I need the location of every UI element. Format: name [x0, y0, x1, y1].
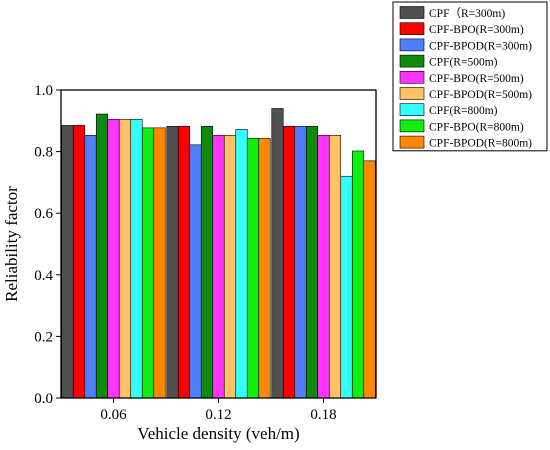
- legend-label: CPF-BPOD(R=800m): [429, 138, 532, 150]
- bar-2-2: [294, 126, 307, 399]
- bar-5-0: [118, 118, 132, 399]
- bar-6-1: [235, 129, 248, 399]
- bar-5-2: [328, 134, 342, 399]
- bar-7-1: [246, 138, 260, 399]
- bar-6-0: [130, 118, 143, 399]
- bar-1-0: [72, 125, 86, 399]
- bar-0-2: [271, 108, 284, 399]
- bar-5-1: [223, 134, 237, 399]
- bar-8-2: [363, 160, 376, 399]
- legend-label: CPF-BPO(R=300m): [429, 24, 524, 36]
- x-axis-title: Vehicle density (veh/m): [137, 424, 299, 443]
- x-tick-label: 0.06: [100, 407, 127, 423]
- y-tick-label: 0.0: [34, 391, 53, 407]
- bar-4-0: [107, 118, 120, 399]
- bar-0-0: [61, 125, 74, 399]
- bar-3-2: [305, 126, 319, 399]
- y-tick-label: 0.4: [34, 268, 53, 284]
- legend-label: CPF-BPO(R=500m): [429, 73, 524, 85]
- legend-swatch: [399, 38, 425, 52]
- bar-1-1: [177, 126, 191, 399]
- bar-8-0: [153, 127, 166, 399]
- legend: CPF（R=300m) CPF-BPO(R=300m) CPF-BPOD(R=300…: [392, 1, 548, 152]
- legend-swatch: [399, 22, 425, 36]
- legend-swatch: [399, 6, 425, 19]
- bar-8-1: [258, 138, 271, 399]
- bar-1-2: [282, 126, 296, 399]
- legend-swatch: [399, 54, 425, 68]
- bar-7-0: [141, 127, 155, 399]
- bar-2-1: [189, 144, 202, 399]
- x-tick-label: 0.12: [205, 407, 231, 423]
- bar-3-1: [200, 126, 214, 399]
- y-tick-label: 0.6: [34, 206, 53, 222]
- x-tick-label: 0.18: [310, 407, 336, 423]
- legend-label: CPF-BPO(R=800m): [429, 121, 524, 133]
- legend-swatch: [399, 103, 425, 116]
- bar-2-0: [84, 134, 97, 399]
- ticks-group: 0.0 0.2 0.4 0.6 0.8 1.0 0.06 0.12 0.18: [34, 83, 336, 423]
- legend-label: CPF(R=800m): [429, 105, 498, 117]
- legend-label: CPF(R=500m): [429, 57, 498, 69]
- y-tick-label: 0.2: [34, 329, 53, 345]
- y-tick-label: 0.8: [34, 145, 53, 161]
- y-axis-title: Reliability factor: [2, 186, 21, 302]
- legend-swatch: [399, 87, 425, 100]
- legend-label: CPF-BPOD(R=500m): [429, 89, 532, 101]
- legend-label: CPF-BPOD(R=300m): [429, 40, 532, 52]
- bar-0-1: [166, 126, 179, 399]
- legend-swatch: [399, 135, 425, 149]
- legend-swatch: [399, 71, 425, 84]
- bars-group: [61, 108, 376, 399]
- legend-swatch: [399, 119, 425, 133]
- bar-4-1: [212, 134, 225, 399]
- y-tick-label: 1.0: [34, 83, 53, 99]
- bar-6-2: [340, 175, 353, 399]
- bar-4-2: [317, 134, 330, 399]
- legend-label: CPF（R=300m): [429, 7, 505, 20]
- bar-7-2: [351, 150, 365, 399]
- bar-3-0: [95, 113, 109, 399]
